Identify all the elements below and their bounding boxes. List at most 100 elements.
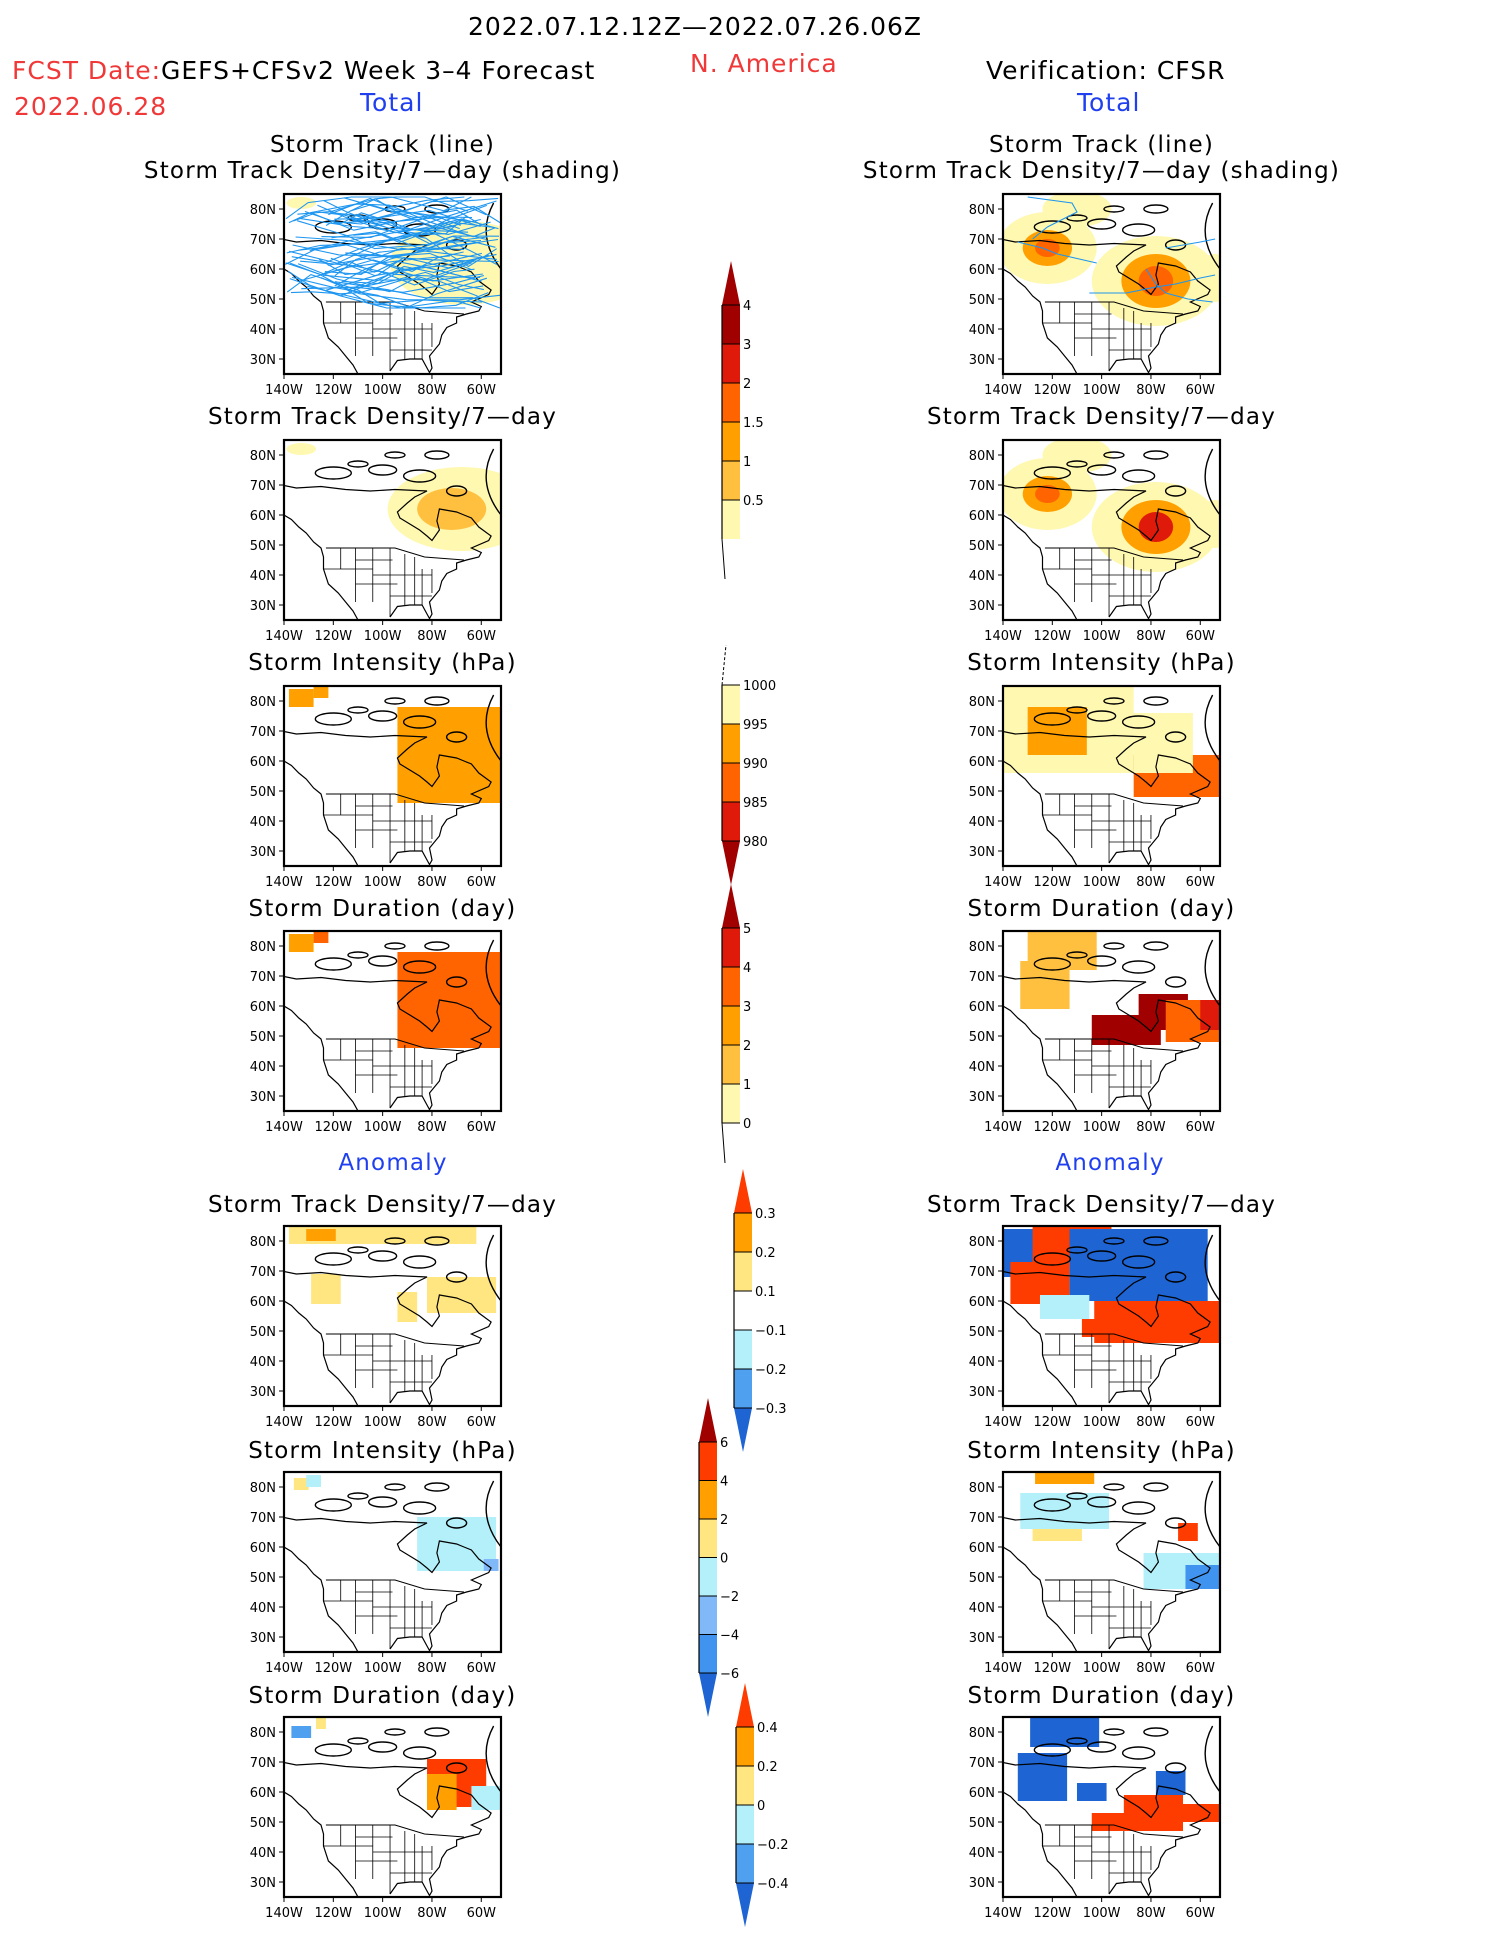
lat-tick-label: 60N bbox=[250, 1000, 276, 1015]
arctic-island bbox=[402, 1501, 437, 1515]
lat-tick-label: 70N bbox=[969, 970, 995, 985]
coastline-east bbox=[284, 1761, 492, 1897]
arctic-island bbox=[1103, 205, 1125, 213]
shaded-cell bbox=[1069, 1229, 1208, 1301]
arctic-island bbox=[314, 1743, 353, 1757]
arctic-island bbox=[1033, 1498, 1072, 1512]
lon-tick-label: 140W bbox=[265, 875, 303, 890]
storm-track-line bbox=[295, 236, 481, 250]
lat-tick-label: 60N bbox=[969, 509, 995, 524]
lat-tick-label: 40N bbox=[969, 1846, 995, 1861]
arctic-island bbox=[1086, 464, 1117, 476]
map-panel-right-3: 80N 70N 60N 50N 40N 30N 140W 120W 100W 80W 60W bbox=[969, 929, 1222, 1135]
colorbar-segment bbox=[722, 763, 740, 802]
colorbar-label: 4 bbox=[743, 299, 751, 314]
lat-tick-label: 80N bbox=[250, 1726, 276, 1741]
map-frame bbox=[282, 1470, 503, 1654]
greenland-coast bbox=[485, 694, 501, 762]
lon-tick-label: 80W bbox=[417, 629, 447, 644]
arctic-island bbox=[1103, 697, 1125, 705]
region-label: N. America bbox=[690, 49, 838, 78]
arctic-island bbox=[1086, 1250, 1117, 1262]
lon-tick-label: 140W bbox=[984, 1415, 1022, 1430]
us-canada-border bbox=[1044, 301, 1184, 315]
lon-tick-label: 80W bbox=[1136, 383, 1166, 398]
arctic-island bbox=[347, 1246, 369, 1254]
shaded-cell bbox=[1170, 1804, 1220, 1822]
lat-tick-label: 40N bbox=[969, 1355, 995, 1370]
storm-track-line bbox=[293, 209, 481, 231]
arctic-island bbox=[445, 1271, 468, 1283]
shaded-cell bbox=[427, 1774, 457, 1810]
colorbar-label: 1 bbox=[743, 455, 751, 470]
arctic-island bbox=[347, 951, 369, 959]
lat-tick-label: 70N bbox=[250, 725, 276, 740]
colorbar-arrow-bottom bbox=[722, 841, 740, 885]
greenland-coast bbox=[1204, 448, 1220, 516]
lat-tick-label: 60N bbox=[969, 263, 995, 278]
storm-track-line bbox=[290, 278, 478, 297]
arctic-island bbox=[1086, 1741, 1117, 1753]
arctic-island bbox=[367, 1250, 398, 1262]
lon-tick-label: 120W bbox=[314, 629, 352, 644]
right-total-title-0: Storm Track Density/7—day (shading) bbox=[862, 158, 1341, 184]
shaded-cell bbox=[306, 1475, 321, 1487]
lon-tick-label: 120W bbox=[314, 1415, 352, 1430]
greenland-coast bbox=[1204, 1725, 1220, 1793]
model-label: GEFS+CFSv2 Week 3–4 Forecast bbox=[161, 56, 596, 85]
arctic-island bbox=[384, 942, 406, 950]
storm-track-line bbox=[318, 258, 475, 286]
colorbar-density-total: 4 3 2 1.5 1 0.5 bbox=[721, 261, 764, 580]
lon-tick-label: 140W bbox=[984, 1906, 1022, 1921]
arctic-island bbox=[1143, 1236, 1169, 1246]
coastline-west bbox=[284, 1005, 359, 1111]
colorbar-arrow-bottom bbox=[699, 1673, 717, 1717]
lat-tick-label: 80N bbox=[969, 1235, 995, 1250]
lat-tick-label: 60N bbox=[969, 755, 995, 770]
lon-tick-label: 80W bbox=[1136, 1906, 1166, 1921]
lat-tick-label: 30N bbox=[250, 845, 276, 860]
lat-tick-label: 30N bbox=[969, 1090, 995, 1105]
arctic-island bbox=[1121, 223, 1156, 237]
shaded-cell bbox=[1133, 713, 1193, 773]
lat-tick-label: 80N bbox=[250, 449, 276, 464]
arctic-island bbox=[445, 731, 468, 743]
storm-track-line bbox=[322, 262, 472, 281]
shaded-cell bbox=[291, 1726, 312, 1738]
arctic-island bbox=[445, 485, 468, 497]
coastline-east bbox=[1003, 730, 1211, 866]
lon-tick-label: 60W bbox=[467, 1120, 497, 1135]
map-panel-anom-right-0: 80N 70N 60N 50N 40N 30N 140W 120W 100W 80W 60W bbox=[969, 1224, 1222, 1430]
lat-tick-label: 30N bbox=[969, 845, 995, 860]
arctic-island bbox=[1033, 957, 1072, 971]
colorbar-label: −0.1 bbox=[755, 1324, 787, 1339]
colorbar-connector bbox=[721, 538, 726, 580]
arctic-island bbox=[402, 715, 437, 729]
us-canada-border bbox=[325, 1824, 465, 1838]
lon-tick-label: 100W bbox=[364, 383, 402, 398]
colorbar-label: 1000 bbox=[743, 679, 776, 694]
arctic-island bbox=[1066, 1737, 1088, 1745]
colorbar-label: 4 bbox=[743, 961, 751, 976]
lon-tick-label: 80W bbox=[1136, 1120, 1166, 1135]
lat-tick-label: 30N bbox=[250, 1385, 276, 1400]
coastline-west bbox=[1003, 1546, 1078, 1652]
colorbar-segment bbox=[736, 1844, 754, 1883]
left-total-label: Total bbox=[360, 88, 424, 117]
shaded-cell bbox=[316, 1717, 326, 1729]
colorbar-label: 995 bbox=[743, 718, 768, 733]
lon-tick-label: 120W bbox=[314, 1906, 352, 1921]
lat-tick-label: 70N bbox=[969, 233, 995, 248]
arctic-island bbox=[1103, 1728, 1125, 1736]
shaded-cell bbox=[288, 1226, 477, 1244]
greenland-coast bbox=[1204, 1480, 1220, 1548]
lat-tick-label: 50N bbox=[969, 293, 995, 308]
storm-track-line bbox=[296, 220, 500, 250]
lat-tick-label: 80N bbox=[969, 1726, 995, 1741]
map-frame bbox=[1001, 684, 1222, 868]
left-anomaly-title-1: Storm Intensity (hPa) bbox=[248, 1438, 517, 1464]
arctic-island bbox=[347, 1492, 369, 1500]
lat-tick-label: 30N bbox=[969, 353, 995, 368]
colorbar-label: −0.2 bbox=[755, 1363, 787, 1378]
storm-track-line bbox=[351, 218, 499, 234]
